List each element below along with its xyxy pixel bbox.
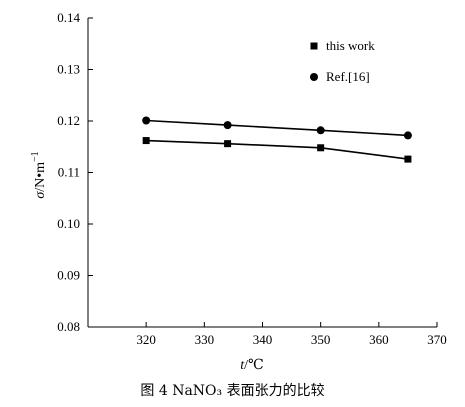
legend-label: Ref.[16]	[326, 69, 370, 84]
y-tick-label: 0.12	[57, 113, 80, 128]
y-tick-label: 0.09	[57, 268, 80, 283]
y-tick-label: 0.08	[57, 319, 80, 334]
square-marker	[142, 137, 150, 145]
y-axis-title-exp: −1	[30, 151, 41, 162]
y-axis-title-unit: /N•m	[33, 162, 48, 192]
series-line	[146, 119, 408, 137]
chart-svg: 320 330 340 350 360 370 0.080.090.100.110.120…	[30, 10, 447, 373]
y-tick-label: 0.10	[57, 216, 80, 231]
series-2	[142, 116, 412, 140]
plot-axes	[87, 18, 437, 328]
x-tick-label: 320	[136, 332, 156, 347]
x-tick-label: 350	[311, 332, 331, 347]
y-axis-title-var: σ	[33, 191, 48, 199]
x-axis-title: t/℃	[240, 358, 263, 373]
series-layer	[142, 116, 412, 163]
series-1	[142, 137, 412, 163]
series-line	[146, 139, 409, 160]
x-ticks: 320 330 340 350 360 370	[136, 322, 447, 347]
x-axis-title-var: t	[240, 358, 245, 373]
circle-marker	[223, 121, 232, 130]
legend-circle-icon	[310, 73, 318, 81]
y-tick-label: 0.13	[57, 62, 80, 77]
circle-marker	[142, 116, 151, 125]
square-marker	[224, 140, 232, 148]
legend: this work Ref.[16]	[310, 38, 375, 84]
x-tick-label: 330	[195, 332, 215, 347]
square-marker	[404, 155, 412, 163]
circle-marker	[403, 131, 412, 140]
legend-square-icon	[310, 42, 318, 50]
x-axis-title-unit: /℃	[244, 358, 264, 373]
legend-label: this work	[326, 38, 375, 53]
x-tick-label: 340	[253, 332, 273, 347]
square-marker	[317, 144, 325, 152]
y-tick-label: 0.11	[58, 165, 80, 180]
y-axis-title: σ/N•m−1	[30, 151, 48, 198]
y-ticks: 0.08 0.09 0.10 0.11 0.12 0.13 0.14	[57, 10, 93, 334]
figure-caption: 图 4 NaNO₃ 表面张力的比较	[140, 383, 325, 399]
x-tick-label: 370	[427, 332, 447, 347]
x-tick-label: 360	[369, 332, 389, 347]
circle-marker	[316, 126, 325, 135]
y-tick-label: 0.14	[57, 10, 80, 25]
